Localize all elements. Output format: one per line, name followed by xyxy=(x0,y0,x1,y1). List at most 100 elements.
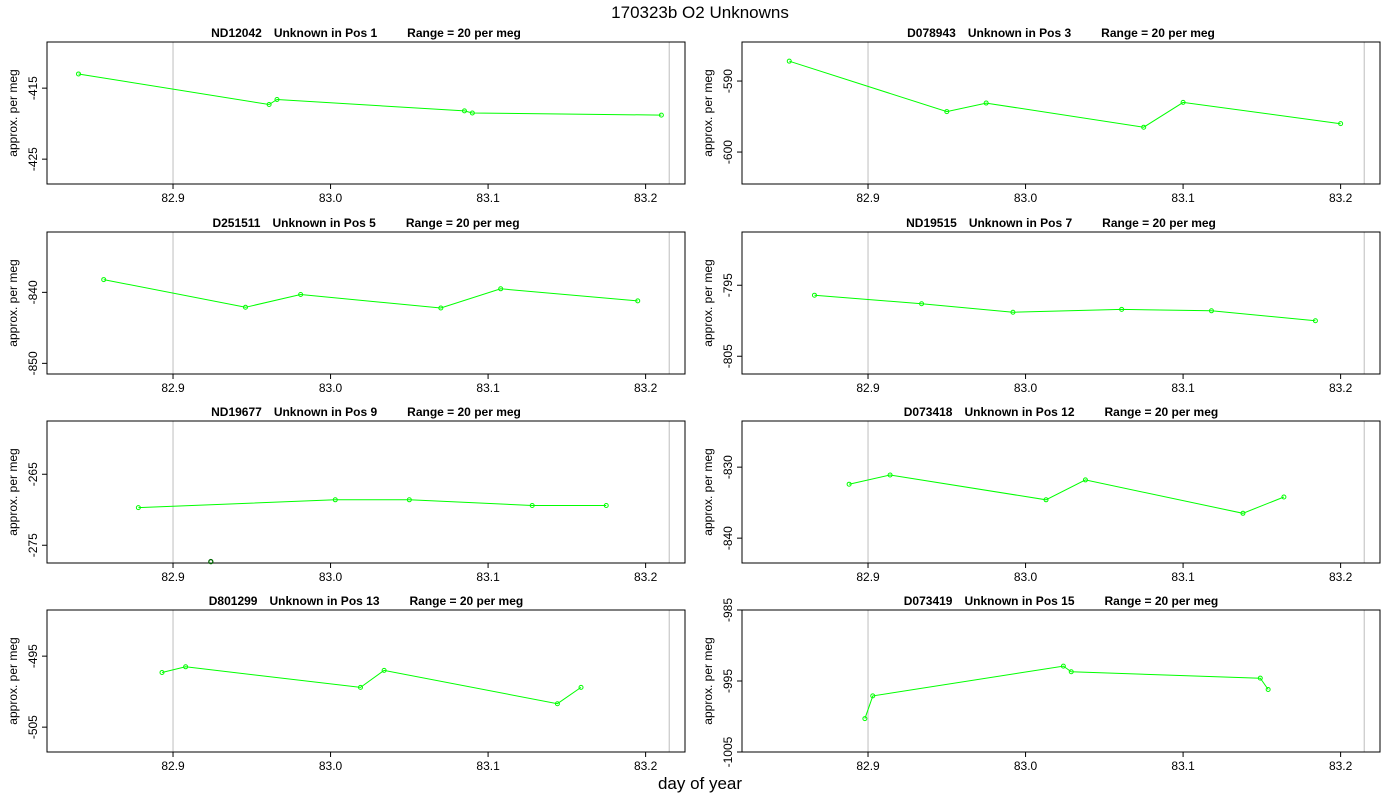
data-point xyxy=(357,684,363,690)
x-tick-label: 83.2 xyxy=(634,759,658,773)
data-point xyxy=(1257,675,1263,681)
x-tick-label: 82.9 xyxy=(161,381,185,395)
data-point xyxy=(406,497,412,503)
plot-frame xyxy=(741,231,1381,375)
data-point xyxy=(461,108,467,114)
panel-range: Range = 20 per meg xyxy=(1105,594,1219,608)
y-tick-label: -795 xyxy=(721,273,735,297)
data-point xyxy=(554,701,560,707)
y-tick-label: -275 xyxy=(26,533,40,557)
x-tick-label: 83.1 xyxy=(1171,381,1195,395)
y-tick-label: -840 xyxy=(721,526,735,550)
plot-frame xyxy=(46,231,686,375)
y-tick-label: -985 xyxy=(721,598,735,622)
plot-frame xyxy=(741,609,1381,753)
y-tick-label: -590 xyxy=(721,69,735,93)
x-tick-label: 83.0 xyxy=(1014,381,1038,395)
x-tick-label: 83.2 xyxy=(634,570,658,584)
data-point xyxy=(1043,497,1049,503)
panel-position: Unknown in Pos 1 xyxy=(274,26,378,40)
panel-title: ND19677 Unknown in Pos 9 Range = 20 per me… xyxy=(211,405,521,419)
plot-frame xyxy=(46,41,686,185)
x-tick-label: 83.2 xyxy=(634,381,658,395)
panel-range: Range = 20 per meg xyxy=(1105,405,1219,419)
x-tick-label: 83.1 xyxy=(1171,191,1195,205)
data-point xyxy=(159,669,165,675)
data-point xyxy=(658,112,664,118)
panel-title: ND19515 Unknown in Pos 7 Range = 20 per me… xyxy=(906,216,1216,230)
y-tick-label: -850 xyxy=(26,351,40,375)
y-tick-label: -425 xyxy=(26,147,40,171)
plot-frame xyxy=(46,420,686,564)
y-tick-label: -505 xyxy=(26,715,40,739)
data-point xyxy=(870,693,876,699)
y-tick-label: -830 xyxy=(721,455,735,479)
data-point xyxy=(1119,306,1125,312)
data-point xyxy=(811,292,817,298)
x-tick-label: 83.2 xyxy=(1329,759,1353,773)
data-point xyxy=(1338,121,1344,127)
data-point xyxy=(846,481,852,487)
panel-title: ND12042 Unknown in Pos 1 Range = 20 per me… xyxy=(211,26,521,40)
x-tick-label: 83.1 xyxy=(476,570,500,584)
outlier-point xyxy=(208,558,214,565)
data-point xyxy=(274,97,280,103)
x-tick-label: 83.2 xyxy=(1329,381,1353,395)
panel-position: Unknown in Pos 7 xyxy=(969,216,1073,230)
x-tick-label: 82.9 xyxy=(856,570,880,584)
data-point xyxy=(1208,308,1214,314)
panel-range: Range = 20 per meg xyxy=(410,594,524,608)
x-tick-label: 83.0 xyxy=(319,381,343,395)
x-tick-label: 82.9 xyxy=(856,759,880,773)
panel-ND19515: ND19515 Unknown in Pos 7 Range = 20 per me… xyxy=(701,216,1381,395)
panel-range: Range = 20 per meg xyxy=(407,26,521,40)
panel-ND19677: ND19677 Unknown in Pos 9 Range = 20 per me… xyxy=(6,405,686,584)
data-point xyxy=(983,100,989,106)
data-point xyxy=(1312,318,1318,324)
y-axis-label: approx. per meg xyxy=(701,637,715,724)
panel-ND12042: ND12042 Unknown in Pos 1 Range = 20 per me… xyxy=(6,26,686,205)
panel-range: Range = 20 per meg xyxy=(406,216,520,230)
data-point xyxy=(1141,124,1147,130)
y-tick-label: -995 xyxy=(721,669,735,693)
x-tick-label: 82.9 xyxy=(161,570,185,584)
y-tick-label: -1005 xyxy=(721,736,735,767)
panel-title: D251511 Unknown in Pos 5 Range = 20 per me… xyxy=(212,216,519,230)
x-axis-label: day of year xyxy=(657,774,743,793)
x-tick-label: 83.1 xyxy=(476,759,500,773)
y-tick-label: -840 xyxy=(26,280,40,304)
series-line xyxy=(103,279,638,309)
data-point xyxy=(183,664,189,670)
panel-title: D073419 Unknown in Pos 15 Range = 20 per m… xyxy=(904,594,1218,608)
panel-D073419: D073419 Unknown in Pos 15 Range = 20 per m… xyxy=(701,594,1381,773)
panel-position: Unknown in Pos 12 xyxy=(964,405,1074,419)
plot-frame xyxy=(741,41,1381,185)
data-point xyxy=(1180,99,1186,105)
y-tick-label: -495 xyxy=(26,644,40,668)
data-point xyxy=(862,716,868,722)
x-tick-label: 82.9 xyxy=(161,759,185,773)
series-line xyxy=(814,294,1316,322)
panel-D073418: D073418 Unknown in Pos 12 Range = 20 per m… xyxy=(701,405,1381,584)
x-tick-label: 83.0 xyxy=(319,191,343,205)
x-tick-label: 83.0 xyxy=(319,570,343,584)
y-tick-label: -805 xyxy=(721,344,735,368)
x-tick-label: 83.1 xyxy=(476,381,500,395)
panel-D801299: D801299 Unknown in Pos 13 Range = 20 per m… xyxy=(6,594,686,773)
series-line xyxy=(789,60,1341,128)
x-tick-label: 83.2 xyxy=(634,191,658,205)
panel-position: Unknown in Pos 3 xyxy=(968,26,1072,40)
x-tick-label: 83.2 xyxy=(1329,191,1353,205)
data-point xyxy=(1265,687,1271,693)
data-point xyxy=(919,301,925,307)
data-point xyxy=(578,684,584,690)
panel-title: D078943 Unknown in Pos 3 Range = 20 per me… xyxy=(907,26,1215,40)
y-axis-label: approx. per meg xyxy=(701,448,715,535)
x-tick-label: 83.1 xyxy=(1171,759,1195,773)
y-tick-label: -600 xyxy=(721,140,735,164)
data-point xyxy=(101,277,107,283)
panel-sample-id: ND19515 xyxy=(906,216,957,230)
plot-frame xyxy=(46,609,686,753)
data-point xyxy=(603,502,609,508)
